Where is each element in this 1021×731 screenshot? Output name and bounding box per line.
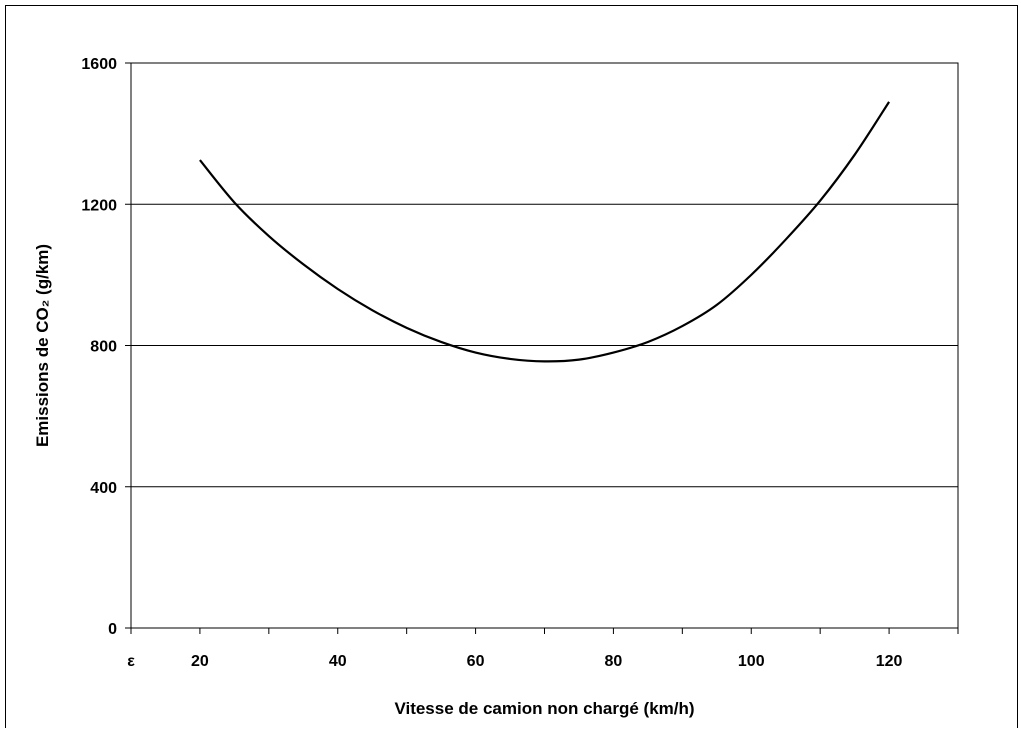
x-tick-label: 120 (876, 653, 903, 670)
x-tick-label: 80 (605, 653, 623, 670)
series-group (199, 101, 891, 363)
y-tick-label: 800 (90, 339, 117, 356)
y-tick-label: 0 (108, 621, 117, 638)
chart-frame (5, 5, 1018, 728)
series-line (199, 101, 891, 363)
x-axis-title: Vitesse de camion non chargé (km/h) (394, 699, 694, 718)
x-tick-label: ε (127, 653, 135, 670)
y-tick-label: 1600 (81, 56, 117, 73)
y-tick-label: 400 (90, 480, 117, 497)
x-tick-label: 100 (738, 653, 765, 670)
gridlines (131, 203, 958, 488)
x-tick-label: 20 (191, 653, 209, 670)
y-axis-title: Emissions de CO₂ (g/km) (33, 244, 52, 447)
y-axis-ticks: 0 400 800 1200 1600 (81, 56, 131, 638)
x-axis-ticks: ε 20 40 60 80 100 120 (127, 628, 959, 670)
y-tick-label: 1200 (81, 197, 117, 214)
x-tick-label: 40 (329, 653, 347, 670)
x-tick-label: 60 (467, 653, 485, 670)
